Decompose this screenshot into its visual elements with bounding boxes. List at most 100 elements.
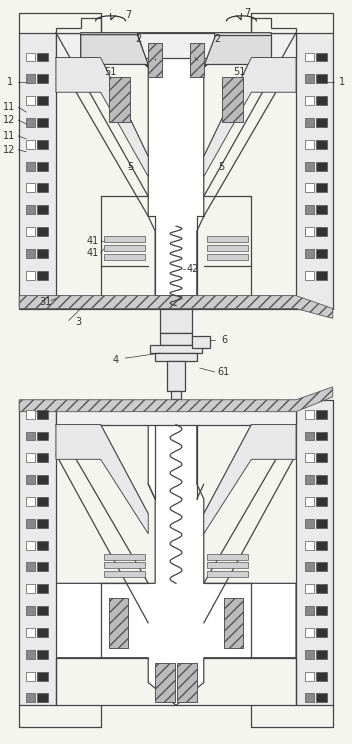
Text: 51: 51 <box>233 68 246 77</box>
Bar <box>316 140 327 149</box>
Bar <box>37 584 48 593</box>
Bar <box>316 410 327 419</box>
Polygon shape <box>56 57 148 176</box>
Polygon shape <box>19 33 56 309</box>
Bar <box>26 410 35 419</box>
Bar <box>305 693 314 702</box>
Bar <box>316 519 327 527</box>
Bar <box>26 584 35 593</box>
Bar <box>305 74 314 83</box>
Bar <box>305 184 314 193</box>
Polygon shape <box>56 425 148 533</box>
Bar <box>37 672 48 681</box>
Bar <box>305 562 314 571</box>
Polygon shape <box>296 33 333 309</box>
Bar <box>316 562 327 571</box>
Bar <box>305 453 314 462</box>
Bar <box>37 205 48 214</box>
Bar <box>37 53 48 62</box>
Bar <box>316 453 327 462</box>
Bar <box>26 205 35 214</box>
Bar <box>316 475 327 484</box>
Bar <box>316 650 327 658</box>
Bar <box>305 475 314 484</box>
Bar <box>316 184 327 193</box>
Bar <box>26 650 35 658</box>
Text: 42: 42 <box>187 264 199 274</box>
Bar <box>26 227 35 236</box>
Bar <box>37 118 48 127</box>
Bar <box>316 672 327 681</box>
Bar <box>316 227 327 236</box>
Bar <box>37 453 48 462</box>
Polygon shape <box>81 35 148 65</box>
Bar <box>316 249 327 258</box>
Bar <box>305 227 314 236</box>
Bar <box>26 140 35 149</box>
Polygon shape <box>204 57 296 176</box>
Bar <box>103 571 145 577</box>
Bar <box>190 42 204 77</box>
Text: 2: 2 <box>135 33 142 44</box>
Bar <box>37 519 48 527</box>
Bar <box>305 584 314 593</box>
Bar <box>26 453 35 462</box>
Bar <box>160 333 192 345</box>
Text: 41: 41 <box>87 248 99 258</box>
Bar <box>37 249 48 258</box>
Bar <box>37 650 48 658</box>
Bar <box>26 96 35 105</box>
Bar <box>305 118 314 127</box>
Bar <box>26 606 35 615</box>
Bar <box>150 345 202 353</box>
Text: 12: 12 <box>3 145 15 155</box>
Bar <box>37 271 48 280</box>
Polygon shape <box>56 18 101 33</box>
Bar <box>177 663 197 702</box>
Bar <box>103 245 145 251</box>
Text: 21: 21 <box>189 56 201 65</box>
Bar <box>305 606 314 615</box>
Text: 7: 7 <box>125 10 132 20</box>
Bar <box>305 53 314 62</box>
Text: 6: 6 <box>221 336 228 345</box>
Text: 7: 7 <box>244 8 251 18</box>
Text: 11: 11 <box>3 131 15 141</box>
Bar <box>37 410 48 419</box>
Bar <box>316 205 327 214</box>
Bar <box>224 598 244 648</box>
Bar <box>316 628 327 637</box>
Polygon shape <box>108 77 130 122</box>
Polygon shape <box>56 33 296 295</box>
Polygon shape <box>204 35 271 65</box>
Bar <box>26 628 35 637</box>
Bar <box>26 519 35 527</box>
Bar <box>148 42 162 77</box>
Bar <box>305 205 314 214</box>
Bar <box>37 432 48 440</box>
Text: 1: 1 <box>339 77 345 87</box>
Bar <box>26 541 35 550</box>
Bar <box>37 140 48 149</box>
Bar <box>160 309 192 333</box>
Bar <box>103 254 145 260</box>
Bar <box>207 245 249 251</box>
Polygon shape <box>296 400 333 705</box>
Bar <box>26 118 35 127</box>
Bar <box>103 554 145 559</box>
Bar <box>316 541 327 550</box>
Text: 3: 3 <box>76 318 82 327</box>
Bar <box>26 475 35 484</box>
Bar <box>305 410 314 419</box>
Bar <box>37 74 48 83</box>
Bar <box>26 497 35 506</box>
Bar <box>316 584 327 593</box>
Bar <box>37 227 48 236</box>
Text: 11: 11 <box>3 102 15 112</box>
Text: 2: 2 <box>214 33 221 44</box>
Bar <box>207 254 249 260</box>
Bar <box>305 541 314 550</box>
Bar <box>26 271 35 280</box>
Bar <box>305 249 314 258</box>
Bar <box>26 74 35 83</box>
